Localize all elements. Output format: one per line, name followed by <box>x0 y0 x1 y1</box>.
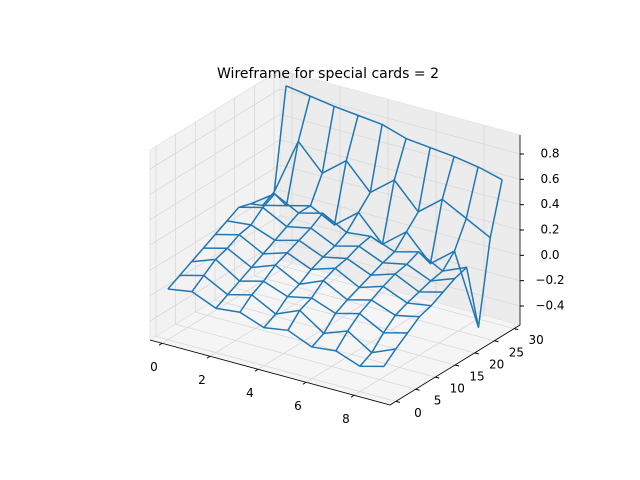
tick-mark <box>302 381 307 385</box>
tick-mark <box>206 355 211 359</box>
z-tick-label: 0.8 <box>540 147 559 161</box>
wire-column <box>191 95 311 293</box>
grid-line <box>149 240 281 322</box>
x-tick-label: 6 <box>294 399 302 413</box>
tick-mark <box>254 368 259 372</box>
tick-mark <box>415 388 420 391</box>
x-tick-label: 2 <box>198 373 206 387</box>
x-tick-label: 4 <box>246 386 254 400</box>
y-tick-label: 30 <box>528 333 543 347</box>
z-tick-label: 0.6 <box>540 172 559 186</box>
wire-column <box>287 138 407 331</box>
wire-row <box>262 204 480 328</box>
tick-mark <box>435 376 440 379</box>
y-tick-label: 25 <box>509 345 524 359</box>
wire-column <box>383 179 503 367</box>
chart-title: Wireframe for special cards = 2 <box>217 66 439 82</box>
x-tick-label: 8 <box>342 412 350 426</box>
grid-line <box>273 263 515 330</box>
grid-line <box>149 88 281 170</box>
grid-line <box>149 113 281 195</box>
wire-column <box>335 156 455 352</box>
wire-row <box>203 247 420 318</box>
grid-line <box>149 164 281 246</box>
wire-row <box>167 288 384 368</box>
wire-row <box>238 206 455 282</box>
z-tick-label: −0.2 <box>535 273 564 287</box>
wire-row <box>215 233 432 307</box>
y-tick-label: 20 <box>489 357 504 371</box>
x-axis <box>149 339 391 406</box>
grid-line <box>149 189 281 271</box>
grid-line <box>279 189 521 256</box>
grid-line <box>279 240 521 307</box>
grid-line <box>155 335 397 402</box>
z-tick-label: −0.4 <box>535 299 564 313</box>
tick-mark <box>454 364 460 367</box>
wire-column <box>215 106 335 309</box>
y-tick-label: 10 <box>450 382 465 396</box>
grid-line <box>279 139 521 206</box>
y-tick-label: 15 <box>469 370 484 384</box>
tick-mark <box>474 352 479 355</box>
grid-line <box>254 275 495 342</box>
wire-column <box>239 115 359 313</box>
wire-row <box>285 85 503 181</box>
grid-line <box>149 139 281 221</box>
tick-mark <box>158 342 163 346</box>
z-tick-label: 0.4 <box>540 197 559 211</box>
tick-mark <box>494 340 499 343</box>
z-tick-label: 0.2 <box>540 223 559 237</box>
y-axis <box>389 324 521 406</box>
z-tick-label: 0.0 <box>540 248 559 262</box>
wire-row <box>191 258 408 334</box>
wire-row <box>179 274 396 354</box>
tick-mark <box>395 400 401 403</box>
grid-line <box>279 164 521 231</box>
x-tick-label: 0 <box>150 360 158 374</box>
wire-column <box>311 147 431 348</box>
wire-column <box>167 85 287 290</box>
wire-row <box>273 140 491 239</box>
grid-line <box>279 215 521 282</box>
wire-row <box>226 220 444 293</box>
tick-mark <box>513 328 519 331</box>
y-tick-label: 5 <box>434 394 442 408</box>
y-tick-label: 0 <box>414 406 422 420</box>
wire-column <box>359 166 479 367</box>
grid-line <box>175 323 416 390</box>
grid-line <box>195 311 436 378</box>
wire-column <box>263 124 383 329</box>
tick-mark <box>350 394 355 398</box>
